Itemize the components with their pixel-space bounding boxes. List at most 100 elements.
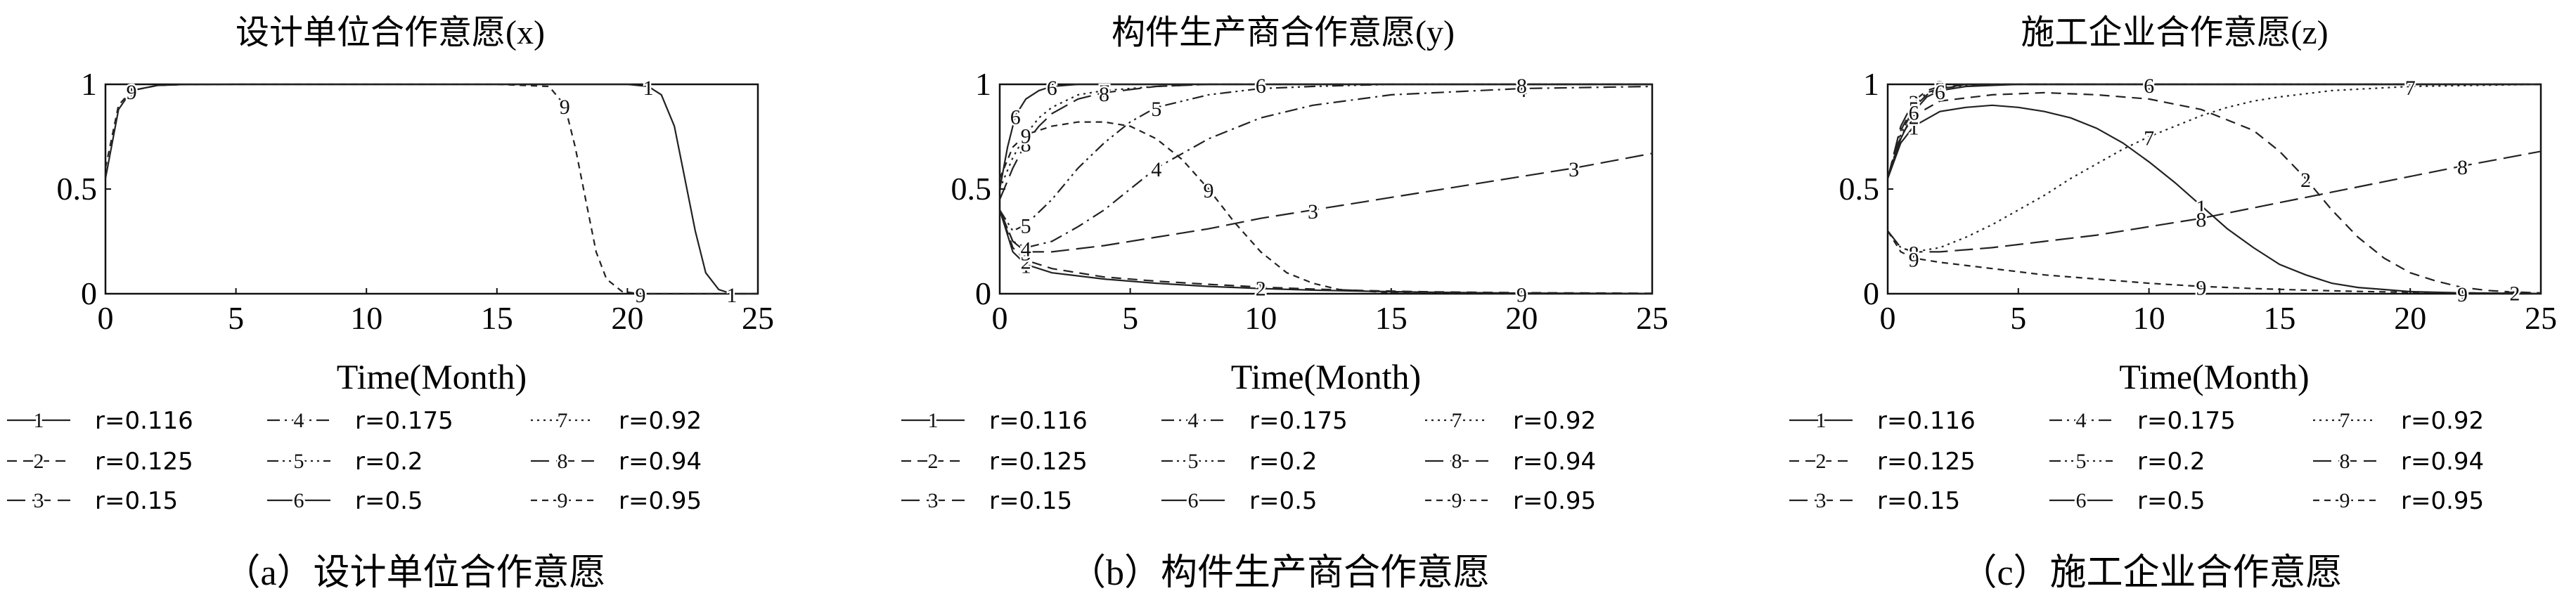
series-number-label: 7 — [1021, 125, 1031, 148]
x-tick-label: 15 — [481, 300, 513, 336]
series-number-label: 9 — [127, 81, 137, 104]
x-tick-label: 5 — [1122, 300, 1138, 336]
x-tick-label: 0 — [1880, 300, 1896, 336]
x-tick-label: 15 — [1375, 300, 1408, 336]
series-number-label: 3 — [1569, 158, 1579, 181]
series-line-2 — [1888, 91, 2541, 294]
y-tick-label: 1 — [81, 66, 97, 102]
series-line-3 — [1888, 83, 2541, 179]
legend-label: r=0.175 — [355, 407, 453, 435]
panel-caption: （c）施工企业合作意愿 — [1960, 553, 2342, 593]
panel-caption: （a）设计单位合作意愿 — [224, 553, 605, 593]
legend-number: 7 — [558, 409, 568, 432]
series-number-label: 2 — [1516, 283, 1527, 306]
x-tick-label: 20 — [1505, 300, 1538, 336]
legend-label: r=0.125 — [989, 448, 1088, 476]
series-number-label: 7 — [2405, 77, 2416, 100]
legend-number: 8 — [2340, 450, 2350, 473]
series-number-label: 8 — [1021, 133, 1031, 156]
legend-label: r=0.15 — [989, 487, 1072, 515]
series-number-label: 8 — [1516, 74, 1527, 98]
series-number-label: 9 — [1909, 248, 1919, 271]
series-number-label: 5 — [1909, 98, 1919, 121]
plot-frame — [998, 83, 1654, 295]
series-number-label: 3 — [1909, 91, 1919, 115]
x-axis-label: Time(Month) — [337, 357, 527, 396]
x-tick-label: 25 — [742, 300, 774, 336]
legend-number: 9 — [1452, 489, 1462, 512]
legend-number: 1 — [34, 409, 44, 432]
legend-label: r=0.5 — [1249, 487, 1318, 515]
y-tick-label: 0 — [975, 275, 991, 311]
series-number-label: 1 — [2457, 283, 2468, 306]
series-number-label: 1 — [1256, 279, 1266, 302]
series-line-7 — [1888, 83, 2541, 253]
series-line-9 — [1888, 230, 2541, 294]
series-number-label: 9 — [2457, 283, 2468, 306]
series-line-1 — [1888, 104, 2541, 294]
y-tick-label: 0.5 — [57, 171, 98, 207]
series-number-label: 5 — [2144, 74, 2154, 98]
y-tick-label: 0.5 — [951, 171, 992, 207]
series-number-label: 9 — [1203, 179, 1213, 202]
series-number-label: 1 — [2196, 196, 2206, 219]
series-number-label: 4 — [1021, 238, 1031, 261]
legend-label: r=0.94 — [1513, 448, 1596, 476]
series-number-label: 5 — [1516, 74, 1527, 98]
series-number-label: 2 — [1909, 106, 1919, 129]
plot-frame — [1886, 83, 2542, 295]
series-number-label: 8 — [1909, 242, 1919, 265]
series-number-label: 5 — [1151, 98, 1161, 121]
series-number-label: 8 — [2196, 209, 2206, 232]
y-tick-label: 0 — [1863, 275, 1879, 311]
series-line-7 — [1000, 83, 1652, 190]
series-line-9 — [105, 83, 758, 295]
legend-label: r=0.2 — [355, 448, 423, 476]
x-axis-label: Time(Month) — [2119, 357, 2309, 396]
legend-label: r=0.95 — [1513, 487, 1596, 515]
x-tick-label: 5 — [228, 300, 244, 336]
series-number-label: 4 — [1151, 158, 1161, 181]
series-number-label: 5 — [1021, 215, 1031, 238]
legend-number: 7 — [2340, 409, 2350, 432]
series-line-3 — [1000, 152, 1652, 253]
legend-label: r=0.5 — [2137, 487, 2205, 515]
legend-label: r=0.116 — [95, 407, 193, 435]
series-number-label: 6 — [2144, 74, 2154, 98]
legend-label: r=0.92 — [1513, 407, 1596, 435]
legend-number: 8 — [1452, 450, 1462, 473]
legend-label: r=0.116 — [989, 407, 1088, 435]
series-line-6 — [1888, 83, 2541, 179]
series-number-label: 1 — [1909, 117, 1919, 140]
legend-number: 6 — [294, 489, 304, 512]
series-line-5 — [1000, 83, 1652, 233]
series-line-8 — [1888, 150, 2541, 253]
series-number-label: 6 — [1010, 106, 1021, 129]
legend-label: r=0.15 — [1877, 487, 1960, 515]
legend-label: r=0.94 — [2401, 448, 2484, 476]
series-group — [1000, 83, 1652, 295]
series-number-label: 2 — [2300, 169, 2311, 192]
panel-caption: （b）构件生产商合作意愿 — [1069, 553, 1490, 593]
series-number-label: 2 — [2509, 282, 2520, 306]
legend-1: 1 r=0.116 2 r=0.125 3 r=0.15 4 r=0.175 5 r=0.2 6 r=… — [7, 407, 702, 515]
series-number-label: 1 — [127, 81, 137, 104]
series-number-label: 3 — [1308, 200, 1318, 223]
series-group — [1888, 83, 2541, 294]
series-number-label: 8 — [1099, 83, 1109, 106]
series-number-label: 2 — [1021, 250, 1031, 273]
legend-label: r=0.2 — [2137, 448, 2205, 476]
series-number-label: 1 — [643, 77, 654, 100]
y-tick-label: 0.5 — [1839, 171, 1880, 207]
series-number-label: 1 — [726, 284, 737, 307]
legend-label: r=0.125 — [95, 448, 193, 476]
y-tick-label: 0 — [81, 275, 97, 311]
legend-3: 1 r=0.116 2 r=0.125 3 r=0.15 4 r=0.175 5 r=0.2 6 r=… — [1789, 407, 2484, 515]
series-number-label: 7 — [1099, 81, 1109, 104]
series-number-label: 7 — [1516, 74, 1527, 98]
series-number-label: 2 — [1256, 277, 1266, 300]
legend-number: 5 — [294, 450, 304, 473]
series-line-8 — [1000, 83, 1652, 200]
series-number-label: 3 — [2144, 74, 2154, 98]
